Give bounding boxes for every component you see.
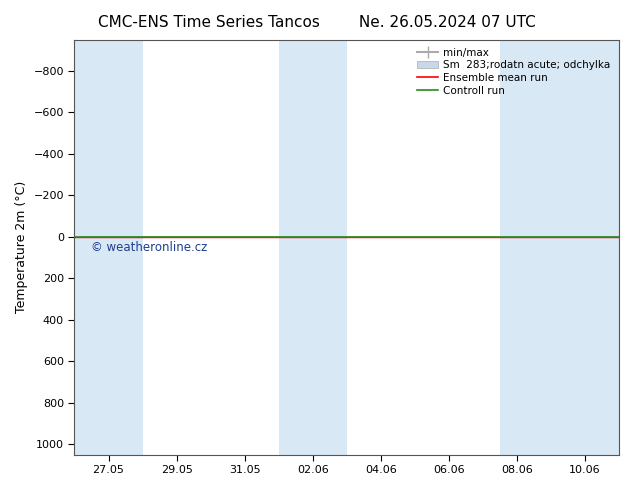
Text: © weatheronline.cz: © weatheronline.cz bbox=[91, 241, 208, 253]
Legend: min/max, Sm  283;rodatn acute; odchylka, Ensemble mean run, Controll run: min/max, Sm 283;rodatn acute; odchylka, … bbox=[414, 45, 614, 99]
Bar bbox=[279, 40, 347, 455]
Bar bbox=[500, 40, 619, 455]
Bar bbox=[74, 40, 143, 455]
Text: CMC-ENS Time Series Tancos        Ne. 26.05.2024 07 UTC: CMC-ENS Time Series Tancos Ne. 26.05.202… bbox=[98, 15, 536, 30]
Y-axis label: Temperature 2m (°C): Temperature 2m (°C) bbox=[15, 181, 28, 313]
